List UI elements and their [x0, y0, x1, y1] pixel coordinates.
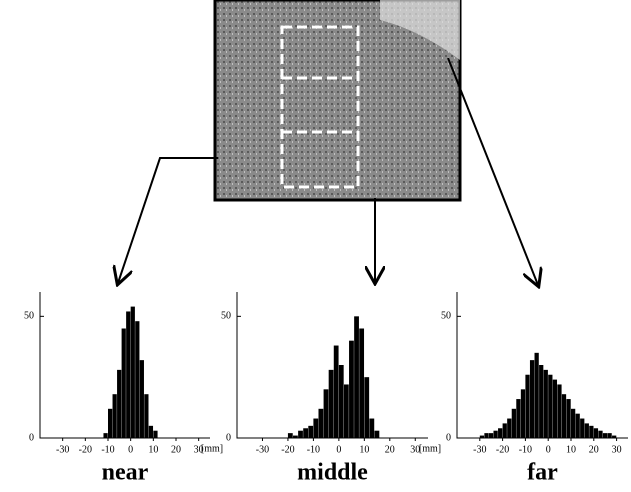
bar	[544, 370, 548, 438]
bar	[580, 419, 584, 438]
bar	[135, 321, 139, 438]
bar	[113, 394, 117, 438]
bar	[108, 409, 112, 438]
x-tick-label: 20	[171, 444, 181, 455]
x-tick-label: -20	[281, 444, 294, 455]
bar	[566, 399, 570, 438]
bar	[293, 436, 298, 438]
bar	[489, 433, 493, 438]
x-tick-label: 30	[612, 444, 622, 455]
bar	[539, 365, 543, 438]
y-tick-label: 0	[226, 432, 231, 443]
bar	[103, 433, 107, 438]
bar	[313, 419, 318, 438]
bar	[594, 428, 598, 438]
bar	[131, 307, 135, 438]
bar	[354, 316, 359, 438]
bar	[324, 389, 329, 438]
x-tick-label: 20	[589, 444, 599, 455]
panel-title: near	[102, 460, 149, 486]
y-tick-label: 50	[221, 311, 231, 322]
bar	[535, 353, 539, 438]
bar	[530, 360, 534, 438]
x-tick-label: 0	[128, 444, 133, 455]
bar	[149, 426, 153, 438]
bar	[512, 409, 516, 438]
bar	[303, 428, 308, 438]
photo	[215, 0, 460, 200]
bar	[525, 375, 529, 438]
bar	[122, 329, 126, 439]
x-tick-label: -30	[473, 444, 486, 455]
bar	[571, 409, 575, 438]
bar	[516, 399, 520, 438]
bar	[308, 426, 313, 438]
bar	[548, 375, 552, 438]
x-tick-label: 20	[385, 444, 395, 455]
x-tick-label: -30	[56, 444, 69, 455]
bar	[334, 346, 339, 438]
figure: 0 50 -30 -20 -10 0 10 20 30 [mm] near 0 50 -30 -20 -10 0…	[0, 0, 631, 492]
bar	[493, 431, 497, 438]
x-tick-label: 10	[566, 444, 576, 455]
bar	[589, 426, 593, 438]
panel-title: middle	[297, 460, 368, 486]
bar	[553, 380, 557, 438]
bar	[562, 394, 566, 438]
bar	[557, 384, 561, 438]
bar	[375, 431, 380, 438]
bar	[607, 433, 611, 438]
bar	[369, 419, 374, 438]
x-axis-label: [mm]	[419, 443, 441, 454]
bar	[503, 423, 507, 438]
bar	[318, 409, 323, 438]
bar	[329, 370, 334, 438]
y-tick-label: 0	[29, 432, 34, 443]
x-tick-label: -10	[101, 444, 114, 455]
bar	[612, 436, 616, 438]
y-tick-label: 50	[441, 311, 451, 322]
x-tick-label: -10	[519, 444, 532, 455]
bar	[480, 436, 484, 438]
bar	[126, 311, 130, 438]
x-tick-label: -30	[256, 444, 269, 455]
x-tick-label: -20	[496, 444, 509, 455]
y-tick-label: 50	[24, 311, 34, 322]
bar	[585, 423, 589, 438]
bar	[507, 419, 511, 438]
bar	[153, 431, 157, 438]
bar	[484, 433, 488, 438]
x-tick-label: 0	[336, 444, 341, 455]
bar	[359, 329, 364, 439]
bar	[598, 431, 602, 438]
x-axis-label: [mm]	[201, 443, 223, 454]
bar	[498, 428, 502, 438]
bar	[576, 414, 580, 438]
bar	[140, 360, 144, 438]
x-tick-label: 0	[546, 444, 551, 455]
bar	[521, 389, 525, 438]
bar	[144, 394, 148, 438]
x-tick-label: -20	[79, 444, 92, 455]
bar	[339, 365, 344, 438]
x-tick-label: 10	[359, 444, 369, 455]
bar	[344, 384, 349, 438]
bar	[298, 431, 303, 438]
x-tick-label: 10	[148, 444, 158, 455]
bar	[288, 433, 293, 438]
y-tick-label: 0	[446, 432, 451, 443]
panel-title: far	[527, 460, 558, 486]
x-tick-label: -10	[307, 444, 320, 455]
bar	[117, 370, 121, 438]
bar	[603, 433, 607, 438]
bar	[349, 341, 354, 438]
bar	[364, 377, 369, 438]
